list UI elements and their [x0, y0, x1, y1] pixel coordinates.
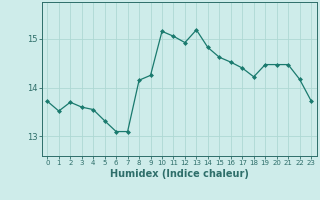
- X-axis label: Humidex (Indice chaleur): Humidex (Indice chaleur): [110, 169, 249, 179]
